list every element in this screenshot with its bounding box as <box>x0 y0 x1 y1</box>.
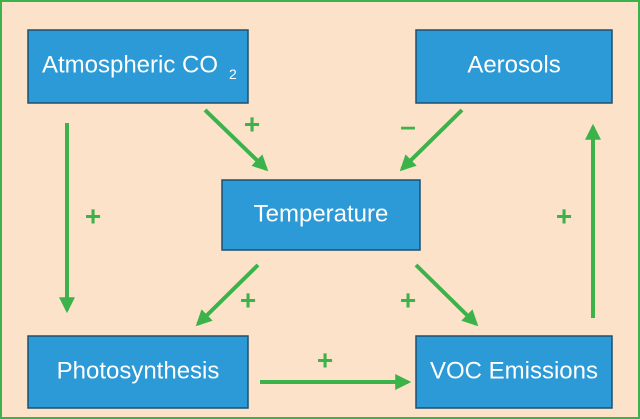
edge-label: + <box>244 108 260 139</box>
node-label: Atmospheric CO <box>42 51 218 78</box>
arrow <box>399 108 464 172</box>
node-box <box>415 29 613 104</box>
node-label: Temperature <box>254 200 389 227</box>
edge-label: + <box>240 284 256 315</box>
node-subscript: 2 <box>229 66 237 82</box>
node-label: Photosynthesis <box>57 357 220 384</box>
edge-label: + <box>400 284 416 315</box>
edge-label: + <box>85 200 101 231</box>
node-label: Aerosols <box>467 51 560 78</box>
edge-label: + <box>556 200 572 231</box>
node-label: VOC Emissions <box>430 357 598 384</box>
arrow <box>195 263 260 327</box>
edge-label: – <box>400 110 416 141</box>
node-box <box>221 179 421 251</box>
arrow <box>203 108 269 172</box>
arrow <box>414 263 479 327</box>
node-box <box>27 29 249 104</box>
node-box <box>27 335 249 409</box>
node-box <box>415 335 613 409</box>
edge-label: + <box>317 344 333 375</box>
